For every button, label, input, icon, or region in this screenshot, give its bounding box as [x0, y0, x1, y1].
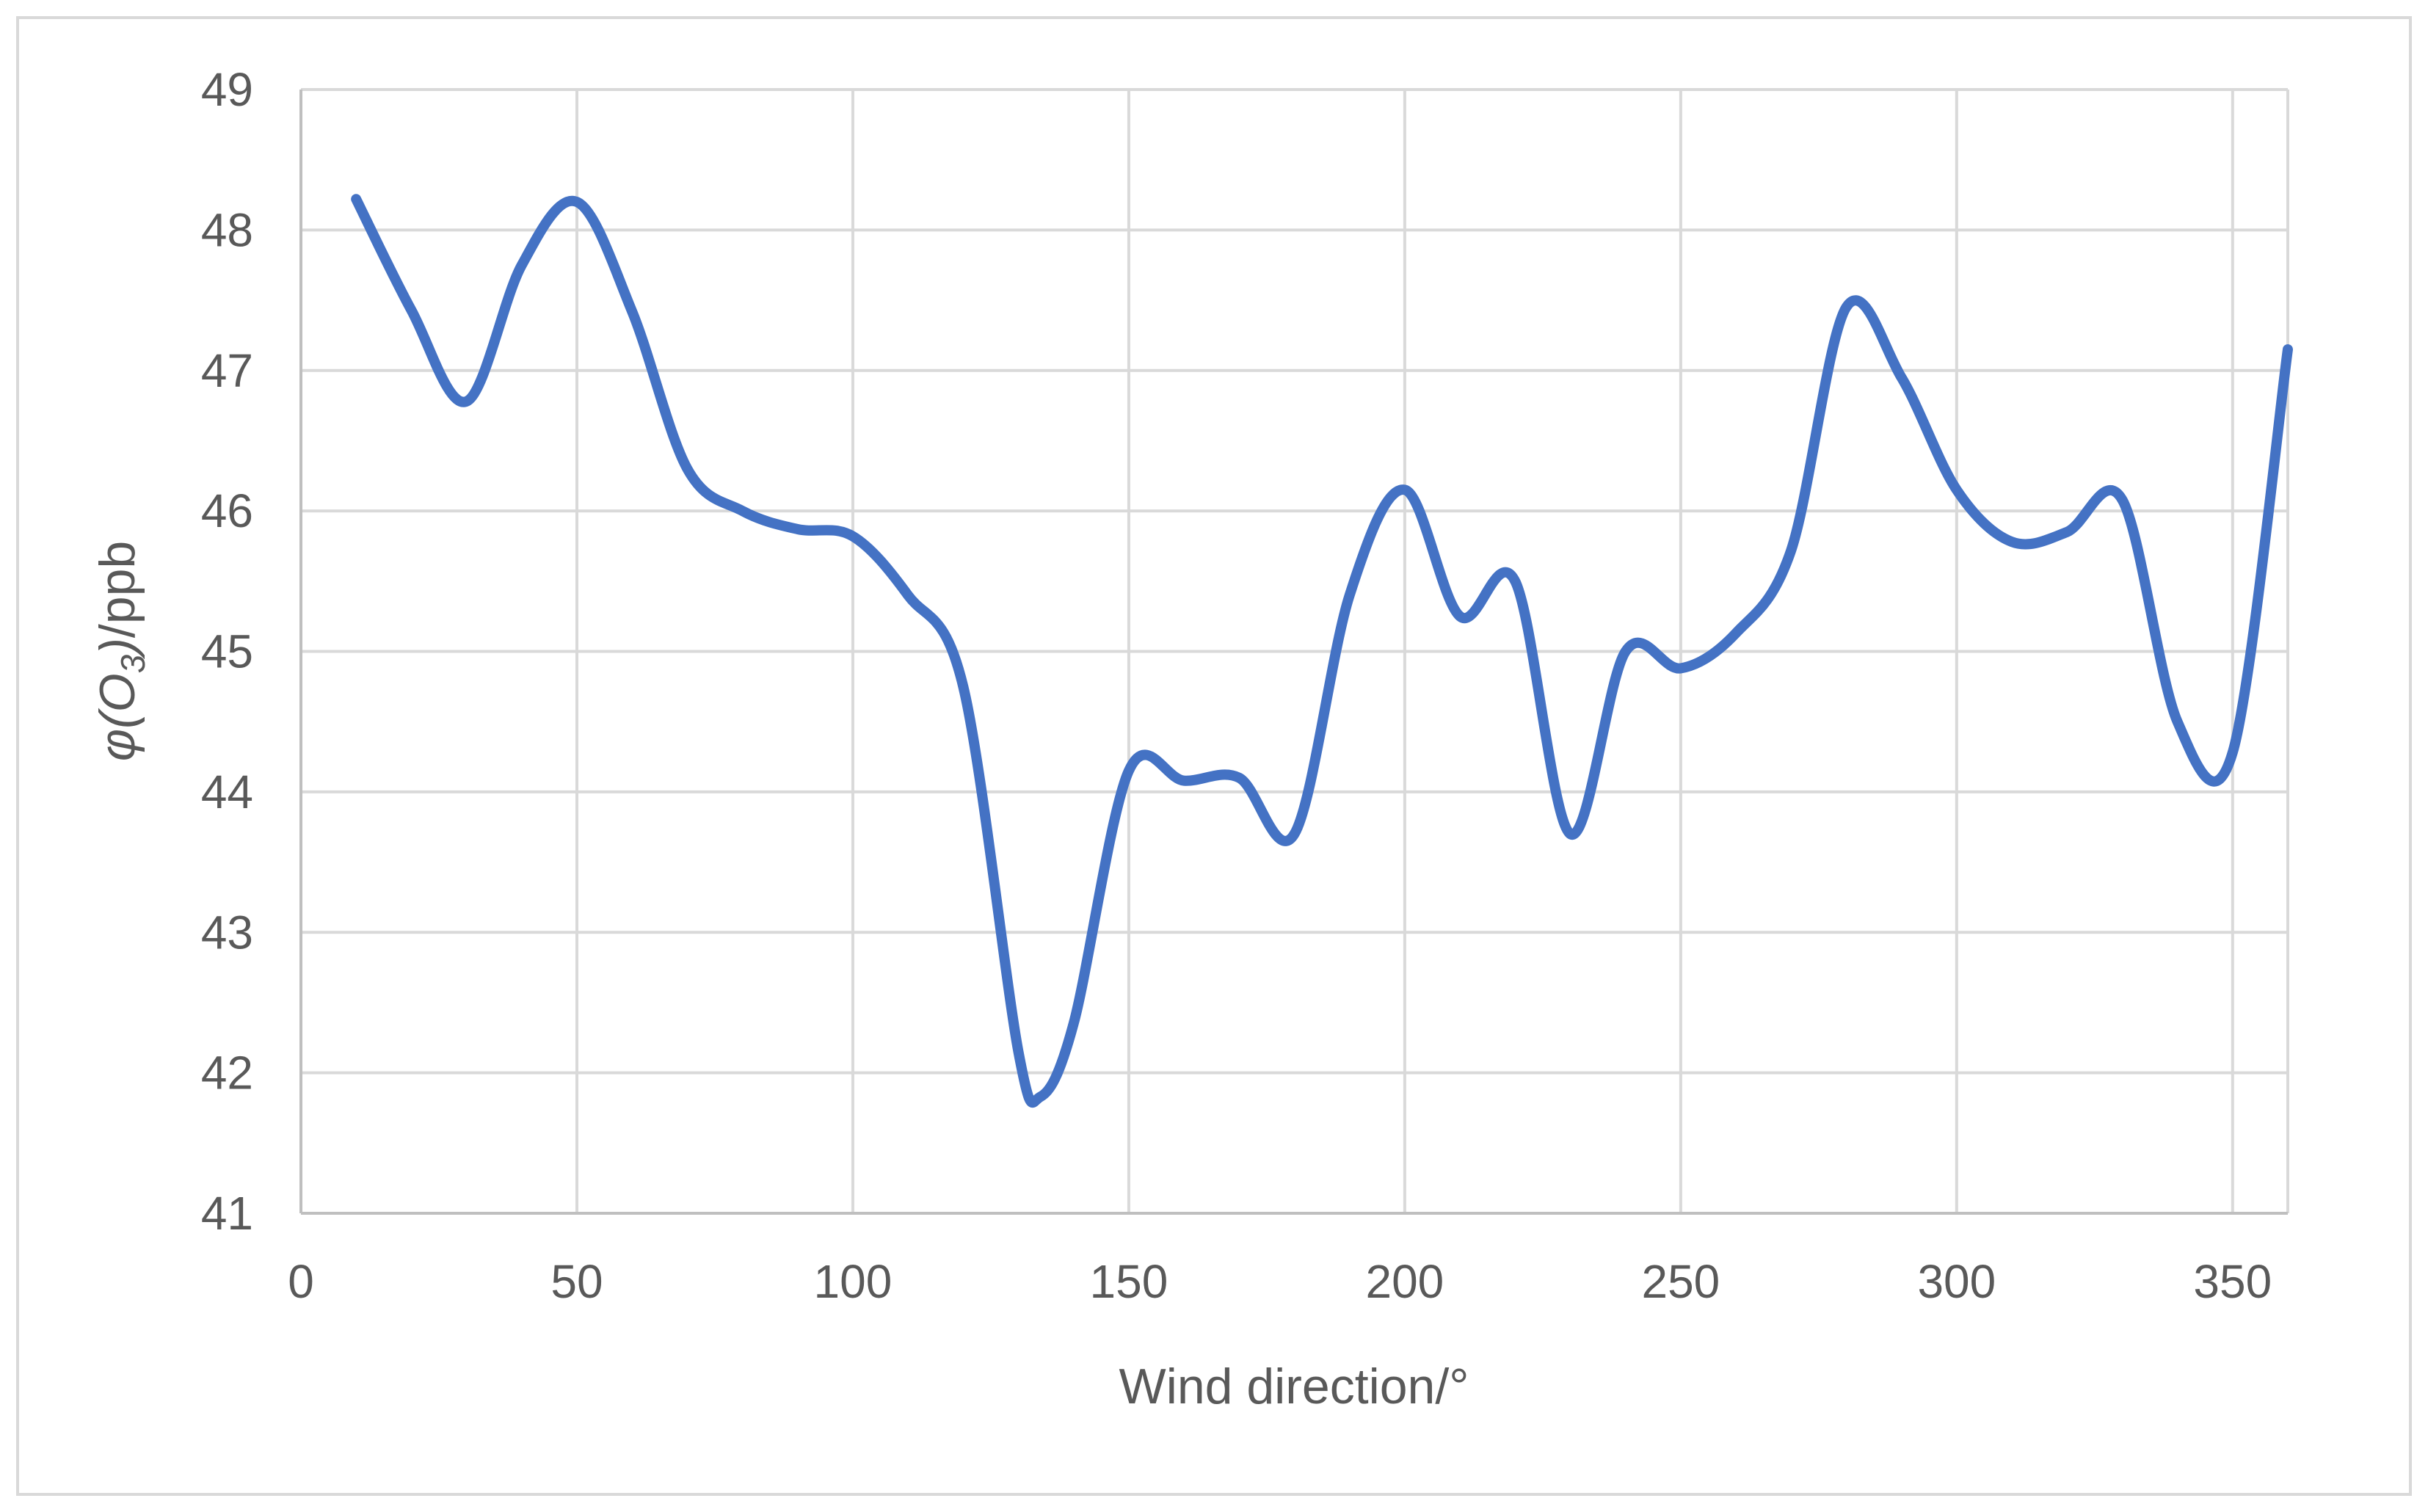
y-title-phi-part: φ(O	[90, 673, 145, 761]
y-axis-title: φ(O3)/ppb	[90, 541, 152, 762]
x-axis-title: Wind direction/°	[1119, 1359, 1469, 1414]
x-tick-label-300: 300	[1917, 1255, 1996, 1308]
x-tick-label-350: 350	[2193, 1255, 2272, 1308]
y-tick-label-48: 48	[201, 203, 253, 256]
plot-area-border	[301, 88, 2289, 1213]
y-tick-label-45: 45	[201, 625, 253, 678]
y-title-unit: /ppb	[90, 541, 145, 638]
x-tick-label-100: 100	[814, 1255, 893, 1308]
y-tick-label-47: 47	[201, 344, 253, 397]
y-tick-label-44: 44	[201, 766, 253, 818]
x-tick-label-50: 50	[550, 1255, 603, 1308]
figure-border	[16, 16, 2412, 1496]
series-lines	[351, 194, 2293, 1108]
y-tick-label-49: 49	[201, 63, 253, 116]
series-line-ozone-vs-wind-direction	[351, 194, 2293, 1108]
x-tick-label-0: 0	[288, 1255, 314, 1308]
x-axis-tick-labels: 0 50 100 150 200 250 300 350	[288, 1255, 2272, 1308]
y-tick-label-42: 42	[201, 1047, 253, 1100]
y-title-subscript-3: 3	[114, 654, 152, 673]
gridlines	[301, 88, 2288, 1213]
y-tick-label-46: 46	[201, 484, 253, 537]
x-tick-label-200: 200	[1365, 1255, 1444, 1308]
y-tick-label-41: 41	[201, 1187, 253, 1240]
axis-lines	[299, 90, 2288, 1215]
x-tick-label-150: 150	[1090, 1255, 1168, 1308]
x-tick-label-250: 250	[1641, 1255, 1720, 1308]
y-axis-tick-labels: 41 42 43 44 45 46 47 48 49	[201, 63, 253, 1240]
y-tick-label-43: 43	[201, 906, 253, 959]
